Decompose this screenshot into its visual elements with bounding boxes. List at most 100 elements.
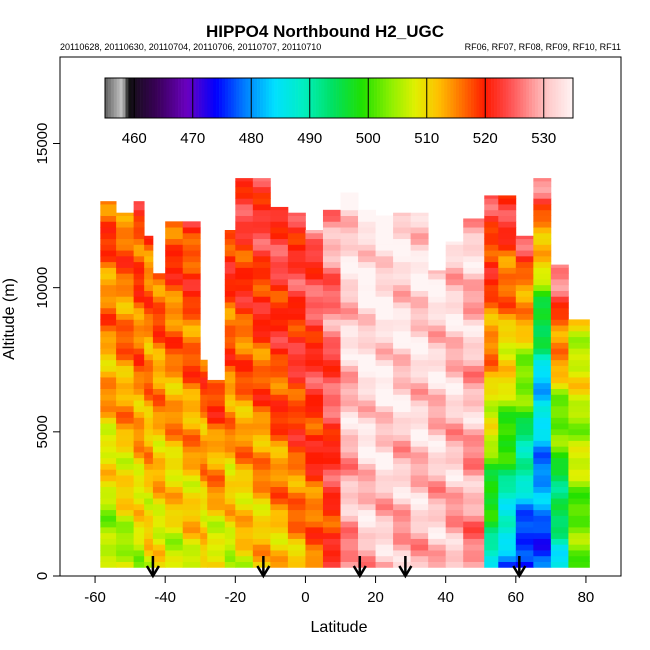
- heatmap-cell: [358, 273, 376, 280]
- heatmap-cell: [100, 336, 117, 343]
- heatmap-cell: [100, 325, 117, 332]
- heatmap-cell: [568, 405, 590, 413]
- heatmap-cell: [100, 302, 117, 309]
- heatmap-cell: [200, 509, 208, 516]
- heatmap-cell: [393, 382, 412, 389]
- heatmap-cell: [287, 486, 306, 493]
- colorbar-swatch: [236, 78, 240, 118]
- heatmap-cell: [550, 353, 569, 361]
- heatmap-cell: [235, 475, 254, 482]
- heatmap-cell: [393, 313, 412, 320]
- colorbar-swatch: [245, 78, 249, 118]
- heatmap-cell: [568, 446, 590, 453]
- heatmap-cell: [393, 457, 412, 464]
- heatmap-cell: [252, 423, 271, 430]
- colorbar-swatch: [181, 78, 185, 118]
- heatmap-cell: [287, 423, 306, 430]
- heatmap-cell: [152, 371, 166, 378]
- heatmap-cell: [322, 555, 341, 562]
- heatmap-cell: [568, 353, 590, 361]
- heatmap-cell: [393, 538, 412, 545]
- heatmap-cell: [393, 526, 412, 534]
- colorbar-swatch: [306, 78, 311, 118]
- heatmap-cell: [116, 498, 135, 505]
- heatmap-cell: [144, 463, 154, 470]
- heatmap-cell: [550, 388, 569, 395]
- heatmap-cell: [410, 405, 429, 413]
- heatmap-cell: [165, 423, 184, 430]
- heatmap-cell: [484, 423, 499, 430]
- heatmap-cell: [252, 227, 271, 234]
- heatmap-cell: [182, 261, 201, 268]
- heatmap-cell: [133, 284, 145, 291]
- heatmap-cell: [340, 296, 359, 303]
- heatmap-cell: [270, 486, 289, 493]
- heatmap-cell: [287, 232, 306, 240]
- heatmap-cell: [463, 290, 485, 297]
- heatmap-cell: [182, 313, 201, 320]
- heatmap-cell: [305, 561, 324, 568]
- heatmap-cell: [133, 400, 145, 407]
- heatmap-cell: [116, 273, 135, 280]
- colorbar-swatch: [444, 78, 448, 118]
- heatmap-cell: [550, 550, 569, 557]
- heatmap-cell: [358, 302, 376, 309]
- heatmap-cell: [152, 348, 166, 355]
- heatmap-cell: [116, 336, 135, 343]
- heatmap-cell: [463, 261, 485, 268]
- heatmap-cell: [568, 365, 590, 372]
- heatmap-cell: [410, 457, 429, 464]
- heatmap-cell: [305, 515, 324, 522]
- heatmap-cell: [152, 296, 166, 303]
- heatmap-cell: [484, 232, 499, 240]
- heatmap-cell: [410, 255, 429, 263]
- heatmap-cell: [165, 457, 184, 464]
- heatmap-cell: [515, 498, 534, 505]
- heatmap-cell: [207, 405, 226, 413]
- heatmap-cell: [200, 359, 208, 366]
- colorbar-swatch: [166, 78, 170, 118]
- heatmap-cell: [207, 515, 226, 522]
- heatmap-cell: [235, 209, 254, 216]
- heatmap-cell: [322, 382, 341, 389]
- heatmap-cell: [463, 555, 485, 562]
- heatmap-cell: [100, 463, 117, 470]
- heatmap-cell: [340, 417, 359, 424]
- heatmap-cell: [568, 526, 590, 534]
- heatmap-cell: [287, 509, 306, 516]
- heatmap-cell: [410, 290, 429, 297]
- heatmap-cell: [340, 382, 359, 389]
- heatmap-cell: [340, 423, 359, 430]
- heatmap-cell: [375, 377, 394, 384]
- heatmap-cell: [116, 561, 135, 568]
- heatmap-cell: [393, 394, 412, 401]
- heatmap-cell: [305, 250, 324, 257]
- heatmap-cell: [152, 492, 166, 499]
- colorbar-tick-label: 470: [180, 130, 205, 147]
- heatmap-cell: [133, 371, 145, 378]
- heatmap-cell: [375, 307, 394, 315]
- heatmap-cell: [200, 544, 208, 551]
- heatmap-cell: [224, 353, 236, 361]
- heatmap-cell: [182, 388, 201, 395]
- colorbar-swatch: [119, 78, 123, 118]
- heatmap-cell: [463, 336, 485, 343]
- colorbar-swatch: [303, 78, 308, 118]
- heatmap-cell: [165, 434, 184, 441]
- heatmap-cell: [393, 480, 412, 488]
- heatmap-cell: [358, 244, 376, 251]
- heatmap-cell: [375, 221, 394, 228]
- colorbar-swatch: [415, 78, 419, 118]
- heatmap-cell: [445, 342, 464, 349]
- heatmap-cell: [533, 296, 552, 303]
- heatmap-cell: [568, 538, 590, 545]
- heatmap-cell: [252, 204, 271, 211]
- heatmap-cell: [200, 417, 208, 424]
- colorbar-swatch: [189, 78, 194, 118]
- heatmap-cell: [515, 313, 534, 320]
- heatmap-cell: [224, 538, 236, 545]
- heatmap-cell: [358, 348, 376, 355]
- heatmap-cell: [533, 325, 552, 332]
- heatmap-cell: [182, 325, 201, 332]
- heatmap-cell: [305, 313, 324, 320]
